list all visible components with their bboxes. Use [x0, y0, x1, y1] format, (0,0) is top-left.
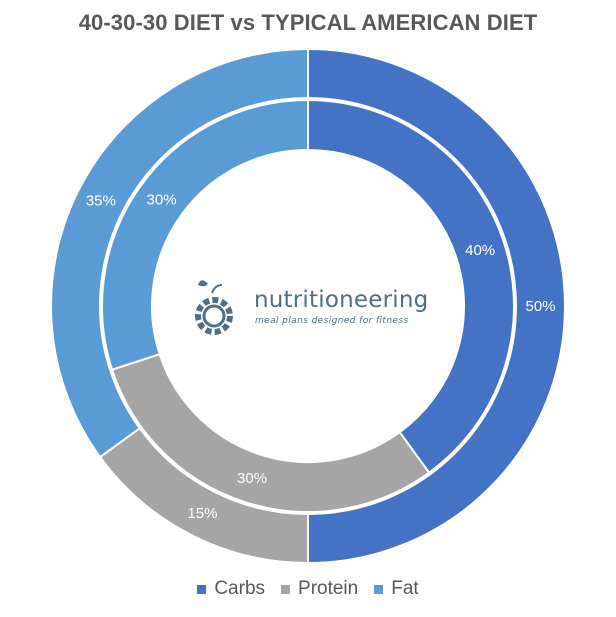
legend-swatch-fat: [374, 584, 384, 594]
nutritioneering-logo: nutritioneering meal plans designed for …: [188, 276, 438, 344]
outer-slice-fat: [50, 47, 309, 459]
chart-title: 40-30-30 DIET vs TYPICAL AMERICAN DIET: [78, 10, 538, 35]
legend-item-protein: Protein: [281, 578, 358, 600]
outer-slice-carbs: [307, 47, 566, 565]
apple-gear-icon: [195, 280, 233, 335]
outer-ring: [50, 47, 566, 565]
legend-swatch-protein: [281, 584, 291, 594]
legend-item-fat: Fat: [374, 578, 419, 600]
legend: Carbs Protein Fat: [0, 578, 616, 600]
inner-slice-fat: [101, 98, 309, 371]
logo-tagline: meal plans designed for fitness: [255, 316, 409, 326]
legend-label-protein: Protein: [298, 578, 359, 599]
outer-label-fat: 35%: [86, 192, 116, 209]
logo-name: nutritioneering: [254, 287, 429, 313]
legend-label-carbs: Carbs: [214, 578, 266, 599]
outer-label-carbs: 50%: [525, 298, 555, 315]
inner-label-fat: 30%: [147, 192, 177, 209]
inner-slice-carbs: [307, 98, 515, 475]
legend-label-fat: Fat: [391, 578, 419, 599]
legend-swatch-carbs: [197, 584, 207, 594]
inner-ring: [101, 98, 515, 514]
outer-label-protein: 15%: [187, 505, 217, 522]
inner-label-carbs: 40%: [465, 242, 495, 259]
inner-label-protein: 30%: [237, 470, 267, 487]
legend-item-carbs: Carbs: [197, 578, 265, 600]
data-labels: 40% 30% 30% 50% 15% 35%: [86, 192, 556, 523]
